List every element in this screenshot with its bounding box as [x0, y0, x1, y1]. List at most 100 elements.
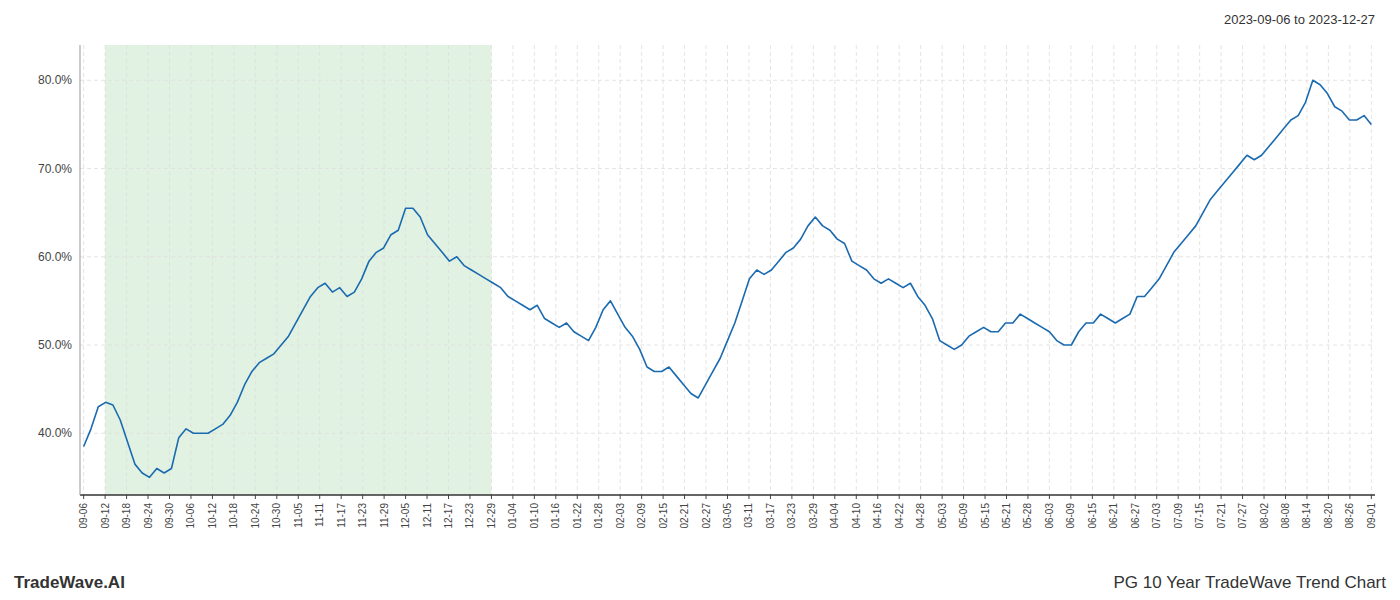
grid-line-x	[1264, 45, 1265, 495]
x-tick-label: 01-16	[550, 503, 561, 529]
grid-line-x	[1306, 45, 1307, 495]
grid-line-x	[1006, 45, 1007, 495]
grid-line-x	[920, 45, 921, 495]
x-tick-label: 11-29	[379, 503, 390, 528]
x-tick-label: 07-03	[1151, 503, 1162, 529]
x-tick-label: 01-04	[507, 503, 518, 529]
grid-line-y	[80, 168, 1375, 169]
grid-line-y	[80, 256, 1375, 257]
grid-line-x	[641, 45, 642, 495]
grid-line-x	[1156, 45, 1157, 495]
grid-line-x	[534, 45, 535, 495]
y-tick-label: 80.0%	[38, 73, 72, 87]
x-tick-label: 08-26	[1344, 503, 1355, 529]
x-tick-label: 10-12	[207, 503, 218, 529]
x-tick-label: 08-08	[1280, 503, 1291, 529]
grid-line-x	[791, 45, 792, 495]
grid-line-x	[405, 45, 406, 495]
grid-line-x	[899, 45, 900, 495]
grid-line-x	[834, 45, 835, 495]
x-tick-label: 04-10	[851, 503, 862, 529]
x-tick-label: 09-01	[1366, 503, 1377, 529]
grid-line-x	[148, 45, 149, 495]
x-tick-label: 02-15	[658, 503, 669, 529]
grid-line-x	[1242, 45, 1243, 495]
grid-line-x	[985, 45, 986, 495]
x-tick-label: 10-24	[250, 503, 261, 529]
grid-line-x	[1349, 45, 1350, 495]
x-tick-label: 09-30	[164, 503, 175, 529]
grid-line-x	[706, 45, 707, 495]
x-tick-label: 05-28	[1022, 503, 1033, 529]
x-tick-label: 04-22	[894, 503, 905, 529]
grid-line-x	[255, 45, 256, 495]
x-tick-label: 05-15	[980, 503, 991, 529]
x-tick-label: 02-21	[679, 503, 690, 529]
grid-line-x	[856, 45, 857, 495]
grid-line-x	[813, 45, 814, 495]
grid-line-x	[512, 45, 513, 495]
x-tick-label: 05-09	[958, 503, 969, 529]
grid-line-y	[80, 433, 1375, 434]
x-tick-label: 02-09	[636, 503, 647, 529]
x-tick-label: 12-11	[422, 503, 433, 528]
grid-line-x	[555, 45, 556, 495]
grid-line-x	[1221, 45, 1222, 495]
grid-line-x	[727, 45, 728, 495]
grid-line-x	[942, 45, 943, 495]
x-tick-label: 11-05	[293, 503, 304, 528]
x-tick-label: 11-23	[357, 503, 368, 528]
trend-line	[84, 80, 1372, 477]
y-axis-line	[80, 45, 81, 495]
grid-line-x	[1178, 45, 1179, 495]
grid-line-x	[1113, 45, 1114, 495]
grid-line-x	[427, 45, 428, 495]
grid-line-x	[319, 45, 320, 495]
grid-line-x	[169, 45, 170, 495]
x-tick-label: 06-21	[1108, 503, 1119, 529]
x-tick-label: 08-14	[1301, 503, 1312, 529]
x-tick-label: 12-23	[464, 503, 475, 529]
x-axis-line	[80, 494, 1375, 496]
subtitle: 2023-09-06 to 2023-12-27	[1224, 12, 1375, 27]
x-tick-label: 09-06	[78, 503, 89, 529]
grid-line-x	[620, 45, 621, 495]
x-tick-label: 04-04	[829, 503, 840, 529]
y-tick-label: 40.0%	[38, 426, 72, 440]
grid-line-x	[1328, 45, 1329, 495]
grid-line-x	[83, 45, 84, 495]
grid-line-x	[1070, 45, 1071, 495]
grid-line-x	[491, 45, 492, 495]
grid-line-x	[126, 45, 127, 495]
grid-line-x	[212, 45, 213, 495]
x-tick-label: 06-09	[1065, 503, 1076, 529]
brand-annotation: TradeWave.AI	[14, 573, 125, 592]
grid-line-x	[362, 45, 363, 495]
grid-line-x	[1371, 45, 1372, 495]
y-tick-label: 50.0%	[38, 338, 72, 352]
x-tick-label: 04-28	[915, 503, 926, 529]
x-tick-label: 02-03	[615, 503, 626, 529]
x-tick-label: 03-29	[808, 503, 819, 529]
grid	[80, 45, 1375, 495]
x-tick-label: 10-06	[185, 503, 196, 529]
x-tick-label: 02-27	[701, 503, 712, 529]
x-tick-label: 07-21	[1216, 503, 1227, 529]
x-tick-label: 12-29	[486, 503, 497, 529]
x-tick-label: 08-02	[1259, 503, 1270, 529]
x-tick-label: 05-21	[1001, 503, 1012, 529]
grid-line-x	[577, 45, 578, 495]
x-tick-label: 11-17	[336, 503, 347, 528]
grid-line-x	[684, 45, 685, 495]
grid-line-x	[877, 45, 878, 495]
shade-band	[105, 45, 491, 495]
y-tick-label: 70.0%	[38, 162, 72, 176]
x-tick-label: 09-24	[143, 503, 154, 529]
x-tick-label: 10-18	[228, 503, 239, 529]
x-tick-label: 03-11	[743, 503, 754, 528]
x-tick-label: 06-27	[1130, 503, 1141, 529]
grid-line-x	[276, 45, 277, 495]
x-tick-label: 06-15	[1087, 503, 1098, 529]
title: PG 10 Year TradeWave Trend Chart	[1114, 573, 1387, 592]
chart: 09-0609-1209-1809-2409-3010-0610-1210-18…	[0, 0, 1400, 600]
